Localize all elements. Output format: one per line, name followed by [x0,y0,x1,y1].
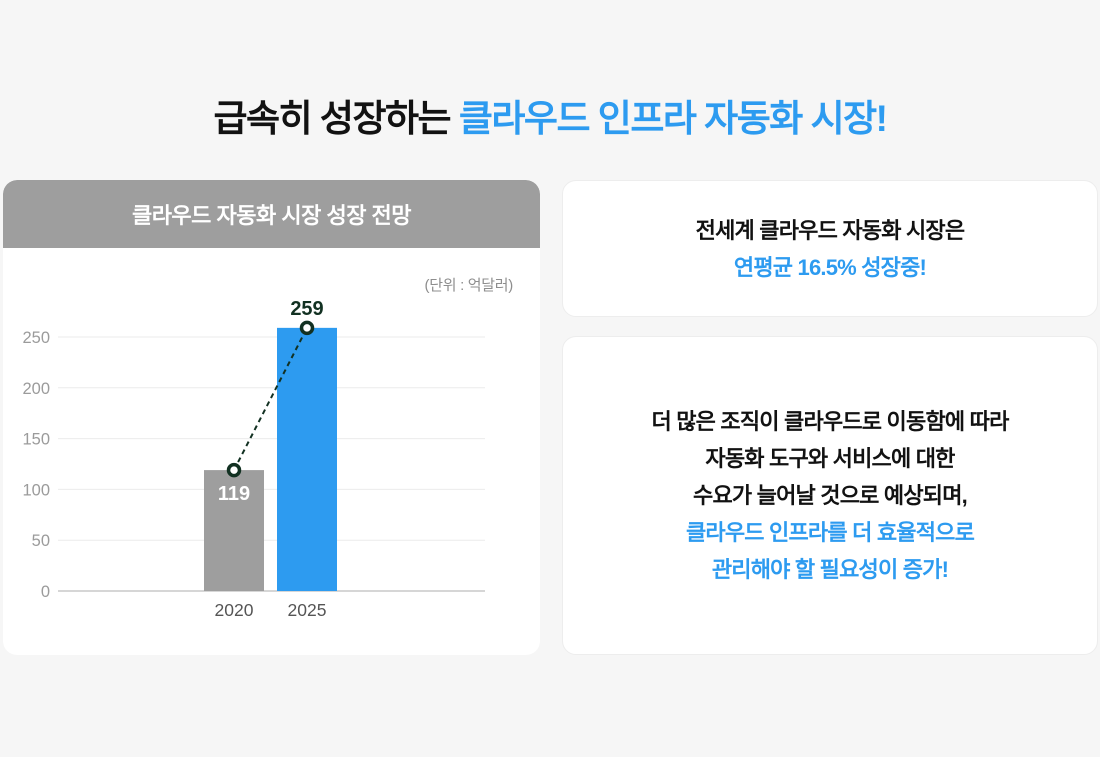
svg-text:200: 200 [22,380,50,398]
svg-text:100: 100 [22,481,50,499]
bar-chart: 0 50 100 150 200 250 2020 119 2025 259 [22,298,485,620]
desc-line-5: 관리해야 할 필요성이 증가! [711,557,949,582]
svg-text:2025: 2025 [288,600,327,620]
svg-text:150: 150 [22,431,50,449]
page-title: 급속히 성장하는 클라우드 인프라 자동화 시장! [0,88,1100,142]
chart-card-header: 클라우드 자동화 시장 성장 전망 [3,180,540,248]
svg-text:119: 119 [218,483,250,505]
svg-text:259: 259 [290,298,323,320]
svg-text:0: 0 [41,583,50,601]
desc-line-1: 더 많은 조직이 클라우드로 이동함에 따라 [651,409,1009,434]
chart-body: (단위 : 억달러) 0 50 100 150 200 250 2020 119 2025 259 [3,248,540,655]
chart-card: 클라우드 자동화 시장 성장 전망 (단위 : 억달러) 0 50 100 150 20… [3,180,540,655]
stat-line-black: 전세계 클라우드 자동화 시장은 [695,217,965,243]
desc-line-2: 자동화 도구와 서비스에 대한 [705,446,955,471]
svg-text:250: 250 [22,329,50,347]
svg-text:2020: 2020 [215,600,254,620]
stat-line-blue: 연평균 16.5% 성장중! [733,254,927,280]
desc-line-3: 수요가 늘어날 것으로 예상되며, [693,483,968,508]
chart-unit-label: (단위 : 억달러) [424,277,514,294]
desc-line-4: 클라우드 인프라를 더 효율적으로 [685,520,975,545]
stat-card: 전세계 클라우드 자동화 시장은 연평균 16.5% 성장중! [562,180,1098,317]
description-card: 더 많은 조직이 클라우드로 이동함에 따라 자동화 도구와 서비스에 대한 수… [562,336,1098,655]
page-title-black-part: 급속히 성장하는 [213,98,459,139]
page-title-blue-part: 클라우드 인프라 자동화 시장! [458,98,888,139]
svg-text:50: 50 [32,532,50,550]
